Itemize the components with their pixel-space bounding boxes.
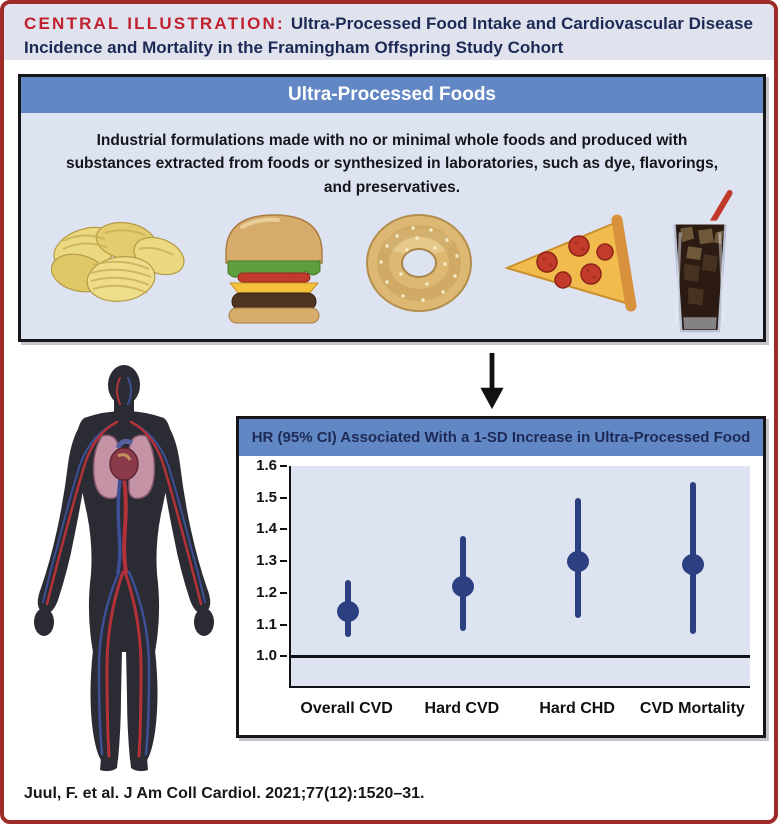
y-tick-label: 1.5: [256, 488, 277, 506]
cola-drink-icon: [669, 189, 733, 333]
hr-point: [337, 601, 360, 623]
y-tick-mark: [280, 560, 287, 563]
figure-header-label: CENTRAL ILLUSTRATION:: [24, 14, 285, 33]
y-tick-mark: [280, 465, 287, 467]
x-category-label: Hard CHD: [539, 700, 615, 717]
y-tick-label: 1.1: [256, 615, 277, 633]
down-arrow-icon: [480, 352, 504, 410]
y-tick-label: 1.4: [256, 520, 277, 538]
human-cardiovascular-illustration: [34, 365, 214, 772]
y-tick-mark: [280, 528, 287, 531]
cheeseburger-image: [204, 201, 344, 326]
bagel-image: [357, 206, 482, 321]
pizza-slice-icon: [503, 214, 637, 311]
potato-chips-image: [41, 211, 191, 316]
y-axis: 1.0 1.1 1.2 1.3 1.4 1.5 1.6: [239, 457, 289, 688]
x-category-label: Hard CVD: [424, 700, 500, 717]
ultra-processed-foods-panel: Ultra-Processed Foods Industrial formula…: [18, 74, 766, 342]
cola-drink-image: [658, 189, 743, 337]
y-tick-mark: [280, 655, 287, 658]
panel-title-bar: Ultra-Processed Foods: [21, 77, 763, 113]
x-category-label: Overall CVD: [300, 700, 393, 717]
y-tick-mark: [280, 623, 287, 626]
hr-point: [452, 576, 475, 597]
x-category-label: CVD Mortality: [639, 700, 745, 717]
y-tick-label: 1.3: [256, 552, 277, 570]
cheeseburger-icon: [225, 213, 323, 323]
lungs: [92, 434, 156, 500]
y-tick-label: 1.2: [256, 583, 277, 601]
figure-title: Ultra-Processed Food Intake and Cardiova…: [24, 14, 753, 57]
figure-header: CENTRAL ILLUSTRATION: Ultra-Processed Foo…: [4, 4, 774, 60]
bagel-icon: [365, 213, 472, 312]
citation: Juul, F. et al. J Am Coll Cardiol. 2021;…: [24, 785, 425, 802]
plot-area: [289, 466, 750, 688]
hr-chart-panel: HR (95% CI) Associated With a 1-SD Incre…: [236, 416, 766, 738]
y-tick-mark: [280, 496, 287, 499]
hr-point: [681, 553, 704, 575]
potato-chips-icon: [51, 221, 185, 302]
y-tick-mark: [280, 591, 287, 594]
chart-title-bar: HR (95% CI) Associated With a 1-SD Incre…: [239, 419, 763, 456]
chart-body: 1.0 1.1 1.2 1.3 1.4 1.5 1.6: [239, 457, 763, 692]
hr-point: [566, 550, 589, 572]
reference-line: [291, 655, 750, 658]
panel-title: Ultra-Processed Foods: [288, 84, 496, 105]
blood-vessels: [42, 377, 206, 758]
panel-description: Industrial formulations made with no or …: [65, 132, 719, 196]
chart-title: HR (95% CI) Associated With a 1-SD Incre…: [251, 429, 751, 446]
x-axis-labels: Overall CVD Hard CVD Hard CHD CVD Mortality: [289, 700, 750, 718]
food-images-row: [21, 189, 763, 333]
pizza-slice-image: [495, 206, 645, 321]
y-tick-label: 1.0: [256, 647, 277, 665]
y-tick-label: 1.6: [256, 457, 277, 474]
heart: [109, 438, 139, 481]
